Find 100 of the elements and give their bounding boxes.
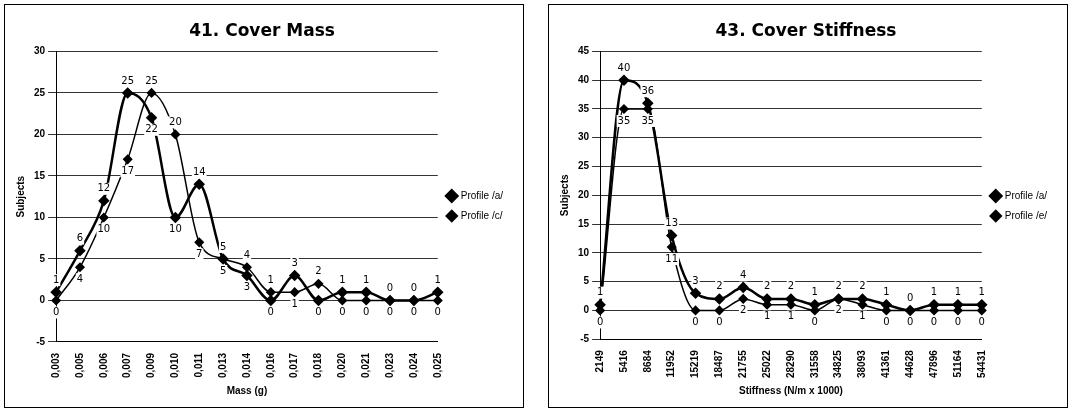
data-label: 2	[787, 280, 795, 292]
data-label: 5	[219, 264, 227, 276]
y-tick-label: 40	[578, 73, 590, 85]
data-label: 0	[410, 306, 418, 318]
x-tick-label: 21755	[736, 349, 748, 378]
legend-label: Profile /a/	[460, 189, 504, 201]
data-label: 12	[97, 182, 111, 194]
x-tick-label: 51164	[951, 349, 963, 378]
data-label: 0	[907, 292, 914, 304]
data-label: 0	[692, 316, 699, 328]
data-label: 1	[267, 273, 274, 285]
x-tick-label: 34825	[832, 349, 844, 378]
data-label: 1	[434, 273, 441, 285]
x-tick-label: 0,013	[216, 352, 228, 379]
data-label: 0	[267, 306, 274, 318]
data-label: 0	[930, 316, 938, 328]
y-tick-label: 0	[583, 304, 590, 316]
x-tick-label: 0,018	[312, 352, 324, 379]
data-label: 1	[339, 273, 346, 285]
data-label: 2	[763, 280, 771, 292]
x-tick-label: 31558	[808, 349, 820, 378]
legend-label: Profile /e/	[1004, 209, 1048, 221]
data-label: 10	[169, 223, 182, 235]
x-tick-label: 0,025	[431, 352, 443, 379]
data-label: 25	[121, 74, 135, 86]
data-label: 0	[339, 306, 346, 318]
x-tick-label: 54431	[975, 349, 987, 378]
x-tick-label: 38093	[856, 349, 868, 378]
legend-label: Profile /a/	[1004, 189, 1048, 201]
data-label: 1	[930, 286, 938, 298]
y-tick-label: 5	[39, 252, 46, 264]
x-tick-label: 44628	[903, 349, 915, 378]
data-label: 0	[410, 282, 418, 294]
x-tick-label: 2149	[593, 349, 605, 373]
data-label: 0	[386, 282, 394, 294]
x-tick-label: 0,020	[336, 352, 348, 379]
data-label: 0	[954, 316, 962, 328]
data-label: 1	[954, 286, 962, 298]
y-axis-title: Subjects	[558, 174, 570, 217]
data-label: 0	[434, 306, 441, 318]
data-label: 11	[665, 252, 679, 264]
x-tick-label: 41361	[880, 349, 892, 378]
data-label: 7	[196, 247, 203, 259]
data-label: 3	[243, 281, 251, 293]
data-label: 5	[219, 240, 227, 252]
data-label: 1	[978, 286, 985, 298]
legend-label: Profile /c/	[460, 209, 503, 221]
data-label: 6	[76, 232, 84, 244]
data-label: 17	[121, 164, 135, 176]
chart-title: 41. Cover Mass	[189, 19, 335, 40]
x-tick-label: 0,016	[264, 352, 276, 379]
data-label: 1	[596, 286, 604, 298]
data-label: 2	[740, 304, 747, 316]
data-label: 4	[76, 272, 84, 284]
data-label: 1	[883, 286, 890, 298]
data-label: 1	[363, 273, 370, 285]
data-label: 1	[763, 310, 771, 322]
x-tick-label: 0,009	[145, 352, 157, 379]
data-label: 2	[315, 265, 322, 277]
data-label: 1	[52, 273, 60, 285]
data-label: 2	[835, 304, 842, 316]
x-tick-label: 0,005	[73, 352, 85, 379]
x-tick-label: 0,007	[121, 352, 133, 379]
x-tick-label: 18487	[713, 349, 725, 378]
chart-title: 43. Cover Stiffness	[715, 19, 897, 40]
y-tick-label: 5	[583, 275, 590, 287]
x-tick-label: 5416	[617, 349, 629, 373]
y-tick-label: 10	[578, 246, 590, 258]
x-axis-title: Mass (g)	[226, 384, 268, 396]
data-label: 4	[243, 248, 251, 260]
x-tick-label: 47896	[927, 349, 939, 378]
data-label: 40	[617, 61, 631, 73]
x-tick-label: 0,006	[97, 352, 109, 379]
data-label: 0	[811, 316, 818, 328]
data-label: 0	[883, 316, 890, 328]
y-tick-label: 10	[34, 211, 46, 223]
x-tick-label: 15219	[689, 349, 701, 378]
x-tick-label: 11952	[665, 349, 677, 378]
y-tick-label: 20	[578, 189, 590, 201]
data-label: 35	[641, 114, 655, 126]
y-tick-label: 0	[39, 294, 46, 306]
data-label: 36	[641, 84, 655, 96]
x-axis-title: Stiffness (N/m x 1000)	[738, 384, 843, 396]
x-tick-label: 8684	[641, 349, 653, 373]
y-tick-label: -5	[580, 332, 590, 344]
data-label: 0	[363, 306, 370, 318]
y-tick-label: 15	[578, 217, 590, 229]
y-tick-label: 30	[34, 45, 46, 57]
data-label: 2	[716, 280, 723, 292]
data-label: 2	[835, 280, 842, 292]
data-label: 35	[617, 114, 631, 126]
data-label: 10	[97, 223, 111, 235]
data-label: 1	[291, 297, 298, 309]
data-label: 0	[978, 316, 985, 328]
data-label: 0	[386, 306, 394, 318]
x-tick-label: 0,003	[49, 352, 61, 379]
data-label: 1	[859, 310, 866, 322]
data-label: 0	[315, 306, 322, 318]
y-tick-label: 30	[578, 131, 590, 143]
data-label: 0	[716, 316, 723, 328]
